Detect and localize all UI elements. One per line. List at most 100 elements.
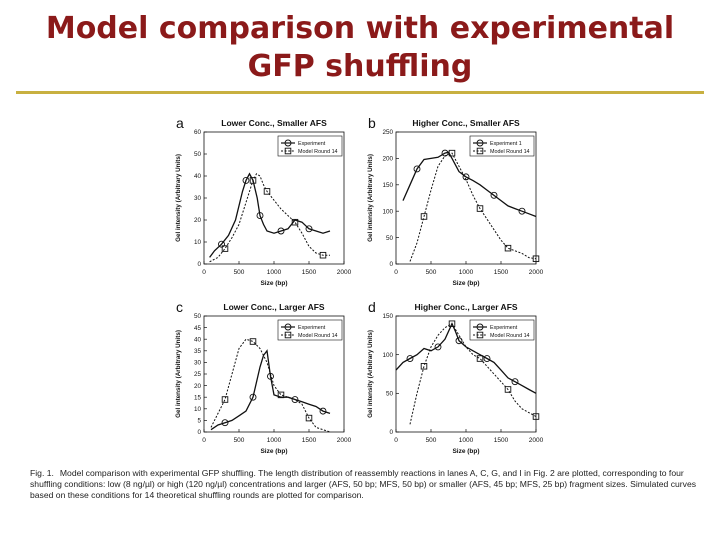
data-point-d-0 — [406, 355, 414, 362]
y-tick-label-b: 50 — [386, 235, 394, 242]
y-tick-label-b: 0 — [389, 261, 393, 268]
data-point-c-1 — [221, 396, 229, 403]
legend-label-d-0: Experiment — [490, 325, 518, 331]
y-tick-label-c: 20 — [194, 383, 202, 390]
x-tick-label-c: 2000 — [337, 437, 352, 444]
chart-title-a: Lower Conc., Smaller AFS — [221, 118, 327, 128]
data-point-c-1 — [305, 414, 313, 422]
x-tick-label-a: 0 — [202, 269, 206, 276]
x-tick-label-d: 0 — [394, 437, 398, 444]
y-tick-label-c: 45 — [194, 325, 202, 332]
panel-letter-d: d — [368, 299, 376, 315]
data-point-d-1 — [448, 320, 456, 327]
y-axis-label-d: Gel intensity (Arbitrary Units) — [367, 330, 374, 418]
legend-marker-b-0 — [476, 139, 484, 147]
legend-label-d-1: Model Round 14 — [490, 333, 530, 339]
chart-title-b: Higher Conc., Smaller AFS — [412, 118, 520, 128]
data-point-d-0 — [511, 378, 519, 386]
data-point-b-0 — [518, 207, 526, 215]
legend-marker-c-1 — [284, 331, 292, 339]
y-tick-label-a: 20 — [194, 217, 202, 224]
legend-label-c-1: Model Round 14 — [298, 333, 338, 339]
x-tick-label-d: 500 — [426, 437, 437, 444]
data-point-b-1 — [476, 205, 484, 212]
x-tick-label-a: 1500 — [302, 269, 317, 276]
data-point-a-0 — [277, 227, 285, 235]
x-axis-label-c: Size (bp) — [260, 448, 287, 455]
x-axis-label-b: Size (bp) — [452, 280, 479, 287]
y-tick-label-c: 25 — [194, 371, 202, 378]
series-line-b-experiment — [402, 151, 537, 218]
slide-title: Model comparison with experimental GFP s… — [0, 10, 720, 86]
data-point-c-0 — [249, 393, 257, 401]
legend-label-a-1: Model Round 14 — [298, 149, 338, 155]
panel-letter-c: c — [176, 299, 183, 315]
y-tick-label-c: 30 — [194, 360, 202, 367]
y-axis-label-b: Gel intensity (Arbitrary Units) — [367, 154, 374, 242]
series-line-d-experiment — [395, 322, 537, 394]
panel-a: a Lower Conc., Smaller AFS 0 500 1000 1500 200… — [170, 112, 354, 294]
y-tick-label-a: 0 — [197, 261, 201, 268]
y-tick-label-b: 150 — [382, 182, 393, 189]
legend-label-b-1: Model Round 14 — [490, 149, 530, 155]
data-point-d-0 — [434, 343, 442, 351]
slide-title-line-1: Model comparison with experimental — [45, 11, 675, 46]
x-tick-label-c: 1000 — [267, 437, 282, 444]
data-point-a-0 — [256, 212, 264, 220]
data-point-a-1 — [291, 218, 299, 226]
y-axis-label-a: Gel intensity (Arbitrary Units) — [175, 154, 182, 242]
x-tick-label-b: 1000 — [459, 269, 474, 276]
data-point-a-0 — [242, 176, 250, 184]
series-line-b-model — [409, 152, 537, 262]
data-point-a-0 — [218, 240, 225, 248]
panel-b: b Higher Conc., Smaller AFS 0 500 1000 1500 20… — [362, 112, 546, 294]
y-tick-label-b: 200 — [382, 156, 393, 163]
y-tick-label-b: 250 — [382, 129, 393, 136]
data-point-b-1 — [420, 213, 428, 220]
data-point-a-0 — [305, 225, 313, 233]
series-line-c-model — [210, 338, 331, 433]
data-point-b-1 — [448, 149, 456, 157]
data-point-a-1 — [319, 251, 327, 259]
data-point-b-1 — [532, 255, 540, 262]
y-axis-label-c: Gel intensity (Arbitrary Units) — [175, 330, 182, 418]
legend-marker-a-0 — [284, 139, 292, 147]
data-point-a-1 — [263, 188, 271, 195]
legend-marker-a-1 — [284, 147, 292, 155]
data-point-c-1 — [277, 391, 285, 399]
y-tick-label-c: 0 — [197, 429, 201, 436]
panel-letter-a: a — [176, 115, 184, 131]
data-point-d-1 — [504, 386, 512, 393]
legend-box-d — [469, 319, 535, 341]
x-tick-label-a: 1000 — [267, 269, 282, 276]
legend-marker-d-1 — [476, 331, 484, 339]
y-tick-label-d: 0 — [389, 429, 393, 436]
y-tick-label-a: 40 — [194, 173, 202, 180]
series-line-c-experiment — [210, 349, 331, 431]
x-tick-label-c: 500 — [234, 437, 245, 444]
data-point-c-0 — [319, 407, 327, 415]
legend-label-c-0: Experiment — [298, 325, 326, 331]
y-tick-label-c: 50 — [194, 313, 202, 320]
x-axis-label-d: Size (bp) — [452, 448, 479, 455]
x-tick-label-b: 500 — [426, 269, 437, 276]
data-point-c-0 — [221, 419, 229, 427]
y-tick-label-c: 5 — [197, 418, 201, 425]
x-tick-label-d: 1500 — [494, 437, 509, 444]
legend-label-a-0: Experiment — [298, 141, 326, 147]
panel-letter-b: b — [368, 115, 376, 131]
series-line-d-model — [409, 323, 537, 425]
legend-marker-c-0 — [284, 323, 292, 331]
y-tick-label-d: 50 — [386, 391, 394, 398]
x-tick-label-a: 2000 — [337, 269, 352, 276]
data-point-c-1 — [249, 338, 257, 345]
y-tick-label-a: 10 — [194, 239, 202, 246]
figure-caption: Fig. 1. Model comparison with experimenta… — [30, 468, 700, 501]
legend-box-c — [277, 319, 343, 341]
data-point-d-0 — [455, 337, 463, 345]
x-tick-label-b: 1500 — [494, 269, 509, 276]
panel-d: d Higher Conc., Larger AFS 0 500 1000 1500 200… — [362, 296, 546, 462]
y-tick-label-c: 15 — [194, 394, 202, 401]
data-point-d-1 — [476, 355, 484, 362]
